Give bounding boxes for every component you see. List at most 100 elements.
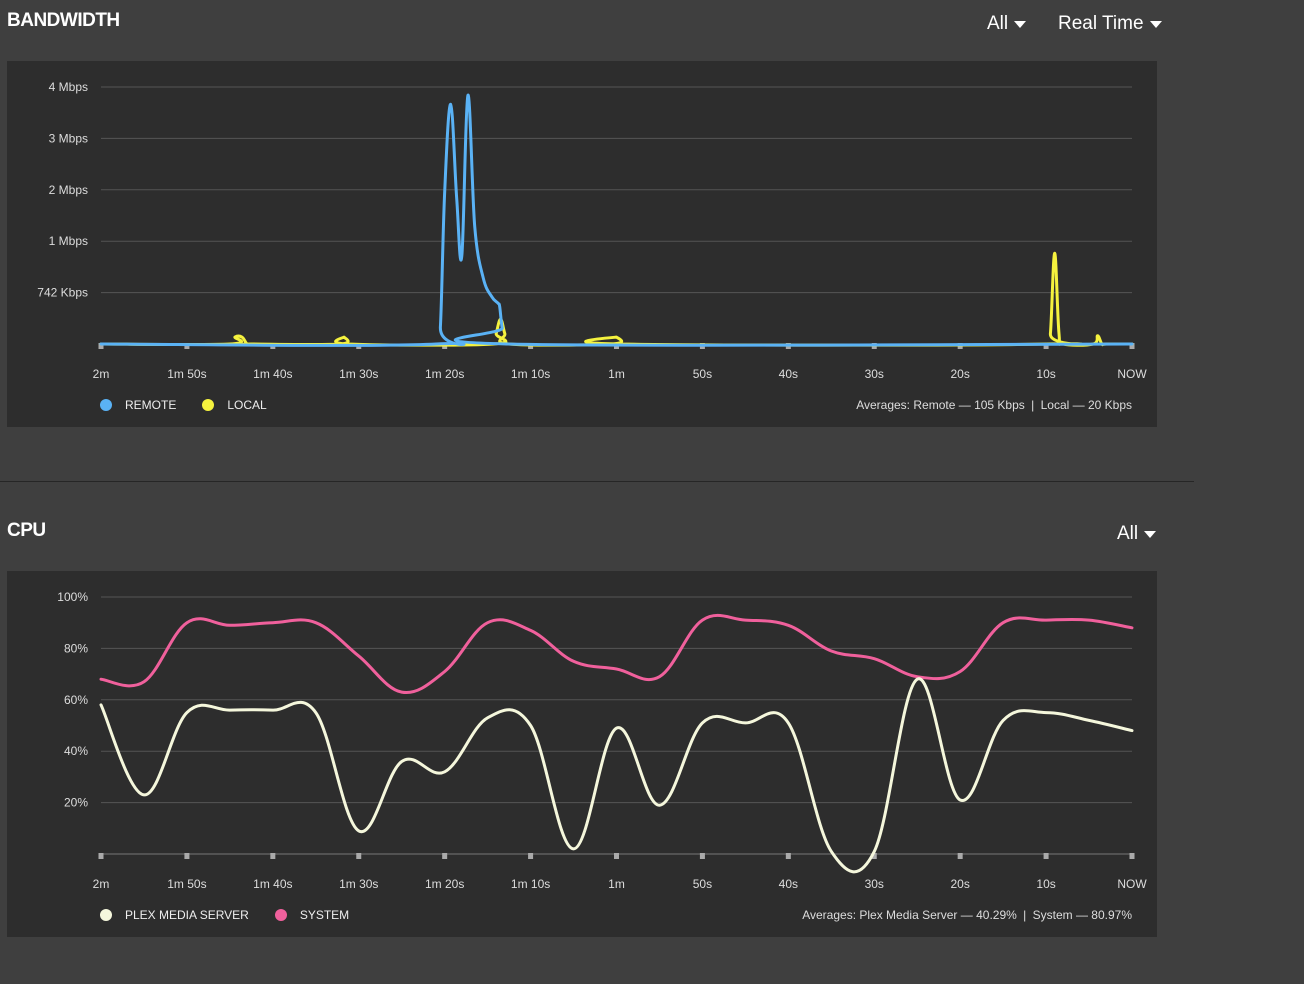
caret-down-icon [1014,20,1027,28]
x-tick-label: 10s [1036,367,1055,381]
series-line-remote [99,93,1134,347]
averages-separator: | [1031,398,1035,412]
bandwidth-timeframe-dropdown[interactable]: Real Time [1058,13,1162,35]
x-tick-label: 30s [865,877,884,891]
averages-prefix: Averages: [856,398,911,412]
y-tick-label: 1 Mbps [49,234,88,248]
y-tick-label: 80% [64,641,88,655]
legend-item-plex-media-server[interactable]: PLEX MEDIA SERVER [100,908,249,922]
legend-dot-system [274,909,287,921]
y-tick-label: 40% [64,744,88,758]
x-tick-mark [871,853,877,859]
averages-local-label: Local [1040,398,1070,412]
cpu-chart: 20% 40% 60% 80% 100% 2m 1m 50s 1m 40s 1m 30s 1m 2… [57,590,1147,891]
x-tick-label: 1m 50s [167,877,206,891]
averages-pms-label: Plex Media Server [859,908,958,922]
averages-system-label: System [1032,908,1073,922]
x-tick-mark [184,853,190,859]
cpu-filter-label: All [1117,523,1139,544]
bandwidth-legend: REMOTE LOCAL [100,398,293,412]
legend-item-remote[interactable]: REMOTE [100,398,176,412]
x-tick-label: 1m [608,367,625,381]
x-tick-label: 1m 50s [167,367,206,381]
series-line-local [99,251,1134,347]
x-tick-mark [1129,853,1135,859]
x-tick-label: 50s [693,367,712,381]
x-tick-label: 20s [950,367,969,381]
legend-dot-plex-media-server [100,909,112,921]
x-tick-label: NOW [1117,367,1147,381]
bandwidth-averages: Averages: Remote — 105 Kbps | Local — 20… [856,398,1132,412]
x-tick-label: 1m 30s [339,367,378,381]
averages-remote-value: 105 Kbps [974,398,1025,412]
x-tick-mark [98,853,104,859]
x-tick-mark [1043,343,1049,349]
y-tick-label: 742 Kbps [37,286,88,300]
bandwidth-chart: 742 Kbps 1 Mbps 2 Mbps 3 Mbps 4 Mbps 2m 1m 50s… [37,80,1147,381]
cpu-legend: PLEX MEDIA SERVER SYSTEM [100,908,375,922]
series-line-system [99,613,1134,695]
cpu-filter-dropdown[interactable]: All [1117,523,1157,545]
x-tick-label: 40s [779,877,798,891]
bandwidth-chart-panel: 742 Kbps 1 Mbps 2 Mbps 3 Mbps 4 Mbps 2m 1m 50s… [7,61,1157,427]
x-tick-mark [1129,343,1135,349]
x-tick-label: 1m 10s [511,367,550,381]
x-tick-mark [270,853,276,859]
x-tick-label: 1m [608,877,625,891]
x-tick-mark [785,853,791,859]
legend-dot-remote [100,399,112,411]
x-tick-label: 1m 30s [339,877,378,891]
averages-separator: | [1023,908,1027,922]
bandwidth-filter-label: All [987,13,1009,34]
x-tick-mark [957,853,963,859]
x-tick-mark [528,853,534,859]
x-tick-label: 1m 20s [425,367,464,381]
legend-label-remote: REMOTE [125,398,177,412]
x-tick-label: 1m 40s [253,877,292,891]
cpu-title: CPU [7,520,46,541]
x-tick-mark [442,853,448,859]
x-tick-label: NOW [1117,877,1147,891]
x-tick-label: 1m 40s [253,367,292,381]
averages-local-value: 20 Kbps [1087,398,1132,412]
y-tick-label: 100% [57,590,88,604]
x-tick-label: 30s [865,367,884,381]
averages-system-value: 80.97% [1091,908,1132,922]
x-tick-mark [98,343,104,349]
legend-label-local: LOCAL [227,398,267,412]
cpu-chart-panel: 20% 40% 60% 80% 100% 2m 1m 50s 1m 40s 1m 30s 1m 2… [7,571,1157,937]
x-tick-label: 1m 20s [425,877,464,891]
x-tick-label: 20s [950,877,969,891]
x-tick-mark [614,853,619,859]
y-tick-label: 60% [64,693,88,707]
legend-label-plex-media-server: PLEX MEDIA SERVER [125,908,249,922]
x-tick-label: 2m [93,367,110,381]
y-tick-label: 3 Mbps [49,131,88,145]
x-tick-label: 50s [693,877,712,891]
x-tick-mark [699,853,705,859]
averages-pms-value: 40.29% [976,908,1017,922]
x-tick-label: 1m 10s [511,877,550,891]
legend-label-system: SYSTEM [299,908,350,922]
bandwidth-timeframe-label: Real Time [1058,13,1144,34]
legend-item-local[interactable]: LOCAL [202,398,267,412]
x-tick-label: 40s [779,367,798,381]
bandwidth-title: BANDWIDTH [7,10,120,31]
x-tick-mark [1043,853,1049,859]
x-tick-label: 10s [1036,877,1055,891]
cpu-averages: Averages: Plex Media Server — 40.29% | S… [802,908,1132,922]
section-divider [0,481,1194,482]
bandwidth-filter-dropdown[interactable]: All [987,13,1027,35]
x-tick-label: 2m [93,877,110,891]
legend-item-system[interactable]: SYSTEM [274,908,350,922]
caret-down-icon [1144,530,1157,538]
averages-prefix: Averages: [802,908,857,922]
series-line-plex-media-server [99,677,1134,874]
x-tick-mark [356,853,362,859]
y-tick-label: 4 Mbps [49,80,88,94]
caret-down-icon [1149,20,1162,28]
y-tick-label: 2 Mbps [49,183,88,197]
averages-remote-label: Remote [913,398,956,412]
legend-dot-local [202,399,215,411]
y-tick-label: 20% [64,796,88,810]
